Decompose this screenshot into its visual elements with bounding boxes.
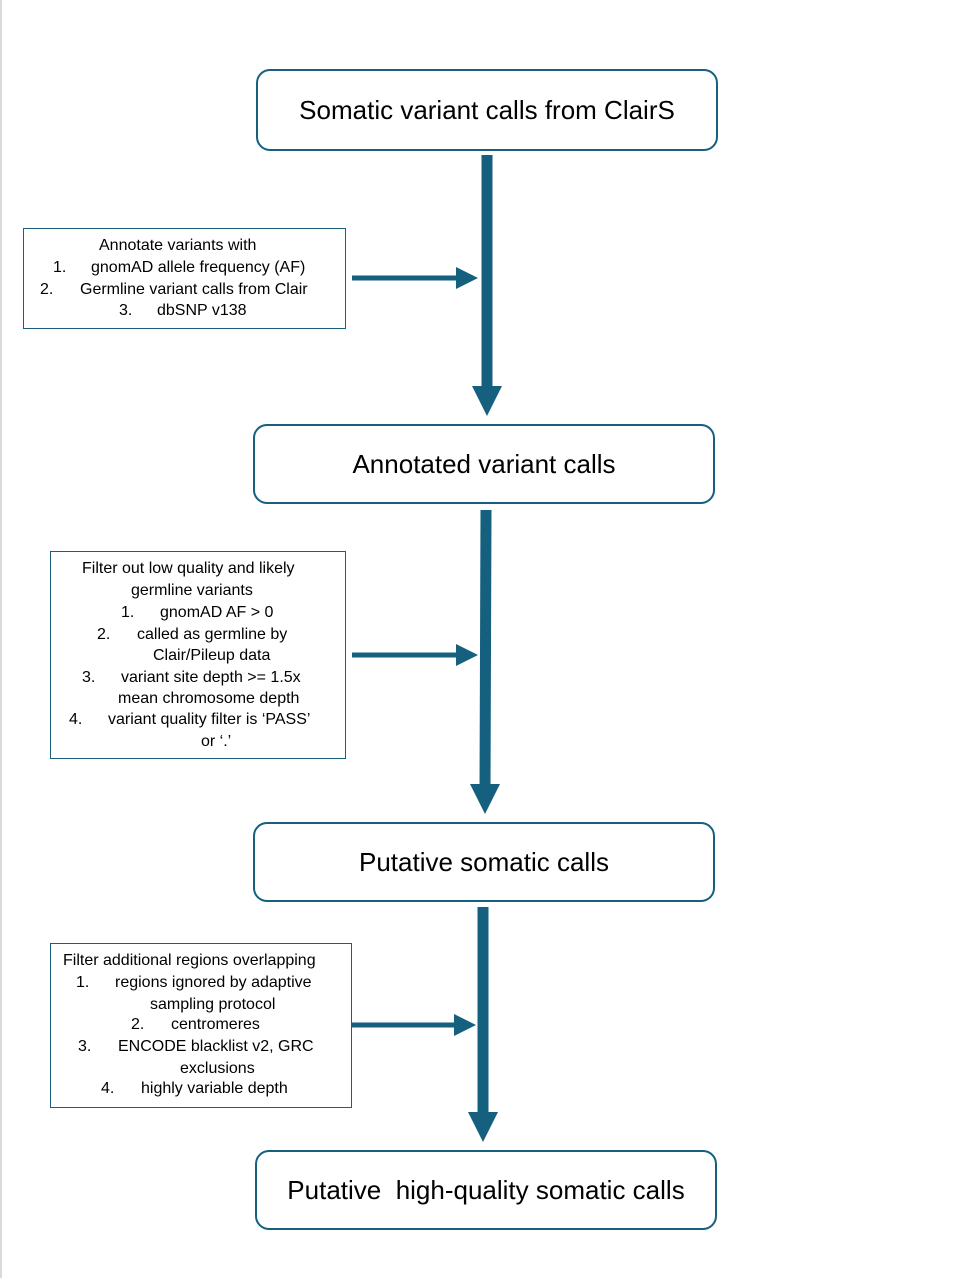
- list-item-text: variant site depth >= 1.5x: [121, 669, 301, 686]
- list-number: 1.: [121, 604, 135, 621]
- note-heading: Filter additional regions overlapping: [63, 952, 316, 969]
- list-number: 3.: [119, 302, 133, 319]
- list-item-text: gnomAD AF > 0: [160, 604, 274, 621]
- list-item-text: gnomAD allele frequency (AF): [91, 259, 306, 276]
- list-number: 2.: [131, 1016, 145, 1033]
- list-item-text: sampling protocol: [150, 996, 276, 1013]
- list-item-text: called as germline by: [137, 626, 288, 643]
- list-item-text: centromeres: [171, 1016, 260, 1033]
- note-box-filter-regions: Filter additional regions overlapping 1.…: [50, 943, 352, 1108]
- stage-box-high-quality-calls: Putative high-quality somatic calls: [255, 1150, 717, 1230]
- list-number: 1.: [76, 974, 90, 991]
- stage-box-annotated-calls: Annotated variant calls: [253, 424, 715, 504]
- note-heading: Annotate variants with: [99, 237, 257, 254]
- list-number: 3.: [82, 669, 96, 686]
- list-number: 1.: [53, 259, 67, 276]
- list-item-text: Germline variant calls from Clair: [80, 281, 308, 298]
- page-edge: [0, 0, 2, 1278]
- list-number: 2.: [97, 626, 111, 643]
- list-item-text: dbSNP v138: [157, 302, 247, 319]
- note-box-filter-germline: Filter out low quality and likely germli…: [50, 551, 346, 759]
- list-number: 4.: [69, 711, 83, 728]
- stage-box-somatic-calls: Somatic variant calls from ClairS: [256, 69, 718, 151]
- note-heading: Filter out low quality and likely: [82, 560, 295, 577]
- list-item-text: or ‘.’: [201, 733, 232, 750]
- list-item-text: highly variable depth: [141, 1080, 288, 1097]
- side-arrow-3: [352, 1014, 476, 1036]
- list-item-text: ENCODE blacklist v2, GRC: [118, 1038, 314, 1055]
- note-box-annotate: Annotate variants with 1. gnomAD allele …: [23, 228, 346, 329]
- list-number: 2.: [40, 281, 54, 298]
- list-item-text: variant quality filter is ‘PASS’: [108, 711, 311, 728]
- main-arrow-1: [472, 155, 502, 416]
- side-arrow-1: [352, 267, 478, 289]
- list-item-text: regions ignored by adaptive: [115, 974, 312, 991]
- side-arrow-2: [352, 644, 478, 666]
- main-arrow-3: [468, 907, 498, 1142]
- list-number: 4.: [101, 1080, 115, 1097]
- stage-box-putative-calls: Putative somatic calls: [253, 822, 715, 902]
- list-number: 3.: [78, 1038, 92, 1055]
- note-heading: germline variants: [131, 582, 253, 599]
- main-arrow-2: [470, 509, 500, 814]
- list-item-text: exclusions: [180, 1060, 255, 1077]
- list-item-text: mean chromosome depth: [118, 690, 300, 707]
- list-item-text: Clair/Pileup data: [153, 647, 271, 664]
